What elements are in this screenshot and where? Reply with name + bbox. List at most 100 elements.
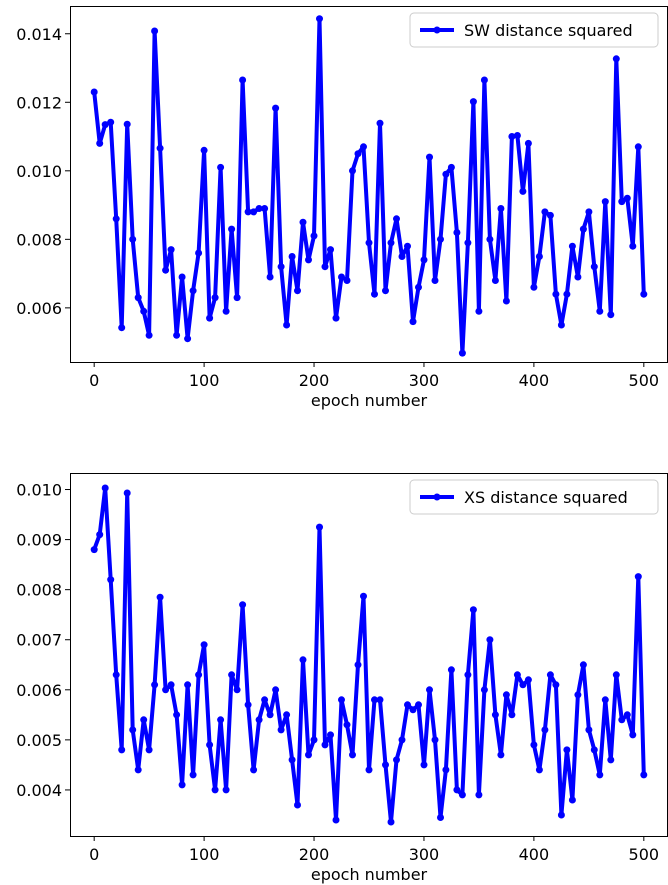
x-tick-label: 200 [299, 845, 330, 864]
data-point [343, 721, 351, 729]
chart-panel-1: 0.004 0.005 0.006 0.007 0.008 0.009 0.010 0 100 2… [16, 473, 668, 884]
data-point [409, 318, 417, 326]
data-point [189, 771, 197, 779]
data-point [244, 208, 252, 216]
data-point [217, 716, 225, 724]
data-point [426, 153, 433, 161]
data-point [365, 766, 373, 774]
data-point [469, 606, 477, 614]
data-point [266, 711, 274, 719]
data-point [255, 205, 263, 212]
data-point [134, 766, 142, 774]
x-tick-label: 100 [189, 845, 220, 864]
data-point [519, 681, 527, 689]
data-point [140, 716, 148, 724]
data-point [178, 781, 186, 789]
data-point [535, 766, 543, 774]
data-point [568, 242, 576, 250]
y-tick-label: 0.010 [16, 162, 62, 181]
data-point [387, 239, 395, 247]
data-point [349, 167, 356, 175]
data-point [101, 121, 109, 129]
data-point [607, 311, 615, 319]
data-point [546, 671, 554, 679]
x-tick-label: 500 [629, 371, 660, 390]
chart-panel-0: 0.006 0.008 0.010 0.012 0.014 0 100 200 300 400 50… [16, 6, 668, 410]
data-point [140, 307, 148, 315]
data-point [118, 746, 126, 754]
data-point [568, 796, 576, 804]
data-point [404, 701, 411, 709]
data-point [178, 273, 186, 281]
data-point [623, 194, 631, 202]
data-point [316, 523, 323, 531]
data-point [305, 256, 312, 264]
data-point [563, 290, 571, 298]
data-point [596, 307, 604, 315]
data-point [283, 711, 291, 719]
data-point [222, 786, 230, 794]
data-point [134, 294, 142, 302]
data-point [431, 736, 439, 744]
data-point [618, 716, 626, 724]
legend-marker [433, 493, 441, 501]
data-point [184, 681, 192, 689]
data-point [277, 263, 285, 271]
legend-label: SW distance squared [464, 21, 633, 40]
data-point [447, 163, 455, 171]
data-point [96, 139, 104, 147]
data-point [354, 150, 362, 158]
data-point [288, 253, 296, 260]
data-point [321, 741, 329, 749]
data-point [189, 287, 197, 295]
data-point [151, 681, 159, 689]
data-point [239, 601, 247, 609]
x-tick-label: 0 [89, 845, 99, 864]
data-point [195, 671, 203, 679]
y-tick-label: 0.008 [16, 230, 62, 249]
data-point [442, 170, 450, 178]
data-point [338, 273, 345, 281]
data-point [415, 701, 422, 709]
x-tick-label: 0 [89, 371, 99, 390]
data-point [200, 146, 208, 154]
data-point [294, 287, 301, 295]
data-point [612, 55, 620, 63]
data-point [299, 218, 307, 226]
data-point [272, 686, 280, 694]
legend-marker [433, 26, 441, 34]
data-point [585, 208, 593, 216]
y-tick-label: 0.014 [16, 25, 62, 44]
data-point [90, 546, 98, 554]
data-point [640, 290, 648, 298]
data-point [453, 229, 461, 236]
data-point [596, 771, 604, 779]
data-point [502, 297, 510, 305]
x-tick-label: 300 [409, 845, 440, 864]
data-point [327, 731, 334, 739]
data-point [393, 756, 400, 764]
data-point [162, 686, 170, 694]
x-tick-label: 400 [519, 371, 550, 390]
data-point [415, 283, 422, 291]
data-point [574, 273, 582, 281]
data-point [123, 489, 131, 497]
data-point [629, 242, 637, 250]
data-point [393, 215, 400, 223]
data-point [338, 696, 345, 704]
data-point [398, 253, 406, 260]
y-tick-label: 0.010 [16, 481, 62, 500]
data-point [590, 263, 598, 271]
x-tick-label: 400 [519, 845, 550, 864]
data-point [409, 706, 417, 714]
data-point [112, 215, 120, 223]
data-point [486, 636, 494, 644]
data-point [107, 576, 115, 584]
data-point [552, 681, 560, 689]
data-point [458, 791, 466, 799]
data-point [480, 686, 488, 694]
data-point [228, 225, 236, 233]
legend-box [409, 12, 659, 48]
data-point [310, 736, 318, 744]
data-point [184, 335, 192, 343]
